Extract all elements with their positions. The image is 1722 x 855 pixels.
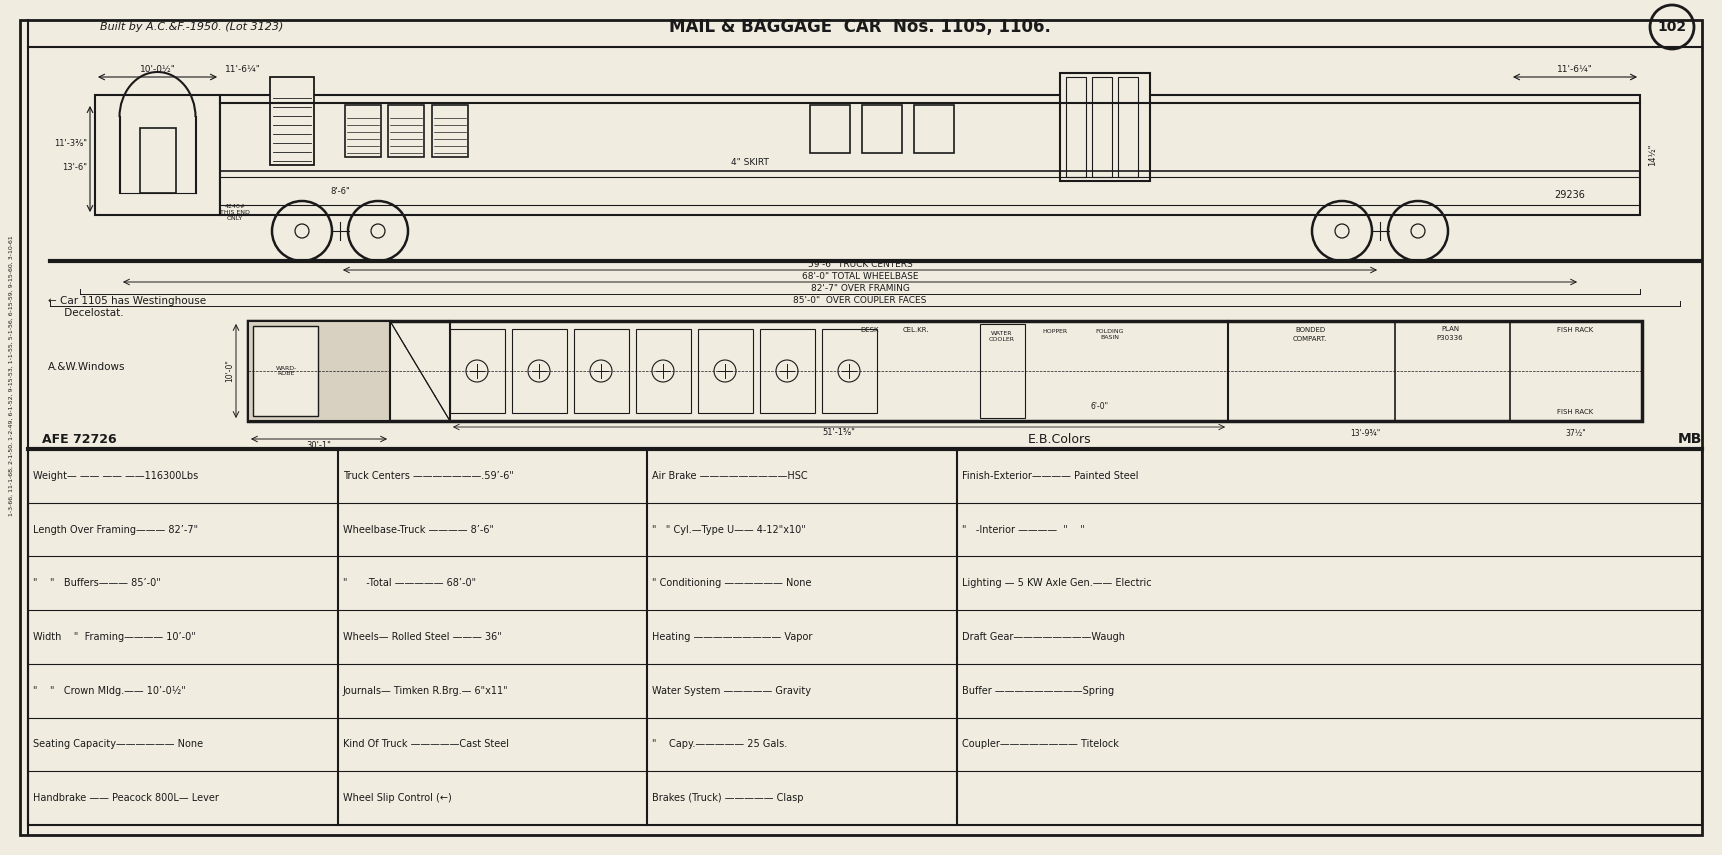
Bar bbox=[28, 449, 1701, 825]
Text: 13'-6": 13'-6" bbox=[62, 162, 88, 172]
Text: 10'-0½": 10'-0½" bbox=[139, 65, 176, 74]
Bar bbox=[573, 329, 629, 413]
Bar bbox=[914, 105, 954, 153]
Bar bbox=[1066, 77, 1087, 177]
Bar bbox=[697, 329, 753, 413]
Text: 1-3-66, 11-1-68, 2-1-50, 1-2-49, 6-1-52, 9-15-53, 1-1-55, 5-1-56, 6-15-59, 9-15-: 1-3-66, 11-1-68, 2-1-50, 1-2-49, 6-1-52,… bbox=[9, 235, 14, 516]
Text: "    Capy.————— 25 Gals.: " Capy.————— 25 Gals. bbox=[653, 740, 787, 750]
Bar bbox=[449, 329, 505, 413]
Bar bbox=[220, 95, 1639, 215]
Text: 68'-0" TOTAL WHEELBASE: 68'-0" TOTAL WHEELBASE bbox=[802, 272, 918, 281]
Bar bbox=[253, 326, 319, 416]
Bar bbox=[1118, 77, 1138, 177]
Bar bbox=[95, 95, 220, 215]
Text: E.B.Colors: E.B.Colors bbox=[1028, 433, 1092, 445]
Text: Air Brake —————————HSC: Air Brake —————————HSC bbox=[653, 471, 808, 481]
Text: "    "   Crown Mldg.—— 10’-0½": " " Crown Mldg.—— 10’-0½" bbox=[33, 686, 186, 696]
Bar bbox=[863, 105, 902, 153]
Text: WARD-
ROBE: WARD- ROBE bbox=[276, 366, 296, 376]
Bar bbox=[759, 329, 815, 413]
Bar bbox=[387, 105, 424, 157]
Text: FISH RACK: FISH RACK bbox=[1557, 409, 1593, 415]
Text: 30'-1": 30'-1" bbox=[307, 441, 331, 450]
Text: ← Car 1105 has Westinghouse: ← Car 1105 has Westinghouse bbox=[48, 296, 207, 306]
Text: Length Over Framing——— 82’-7": Length Over Framing——— 82’-7" bbox=[33, 525, 198, 534]
Text: 85'-0"  OVER COUPLER FACES: 85'-0" OVER COUPLER FACES bbox=[794, 296, 926, 305]
Text: 4" SKIRT: 4" SKIRT bbox=[732, 158, 770, 167]
Text: 8'-6": 8'-6" bbox=[331, 187, 350, 196]
Text: Built by A.C.&F.-1950. (Lot 3123): Built by A.C.&F.-1950. (Lot 3123) bbox=[100, 22, 284, 32]
Bar bbox=[248, 321, 389, 421]
Text: Brakes (Truck) ————— Clasp: Brakes (Truck) ————— Clasp bbox=[653, 793, 804, 803]
Text: 13'-9¾": 13'-9¾" bbox=[1350, 429, 1379, 438]
Text: Journals— Timken R.Brg.— 6"x11": Journals— Timken R.Brg.— 6"x11" bbox=[343, 686, 508, 696]
Text: "      -Total ————— 68’-0": " -Total ————— 68’-0" bbox=[343, 578, 475, 588]
Text: 51'-1⅝": 51'-1⅝" bbox=[823, 428, 856, 437]
Text: BONDED: BONDED bbox=[1295, 327, 1324, 333]
Text: 11'-6¼": 11'-6¼" bbox=[226, 65, 260, 74]
Text: Finish-Exterior———— Painted Steel: Finish-Exterior———— Painted Steel bbox=[963, 471, 1138, 481]
Text: WATER
COOLER: WATER COOLER bbox=[988, 331, 1014, 342]
Bar bbox=[139, 128, 176, 193]
Text: Width    "  Framing———— 10’-0": Width " Framing———— 10’-0" bbox=[33, 632, 196, 642]
Text: DESK: DESK bbox=[861, 327, 880, 333]
Text: Weight— —— —— ——116300Lbs: Weight— —— —— ——116300Lbs bbox=[33, 471, 198, 481]
Text: Wheelbase-Truck ———— 8’-6": Wheelbase-Truck ———— 8’-6" bbox=[343, 525, 494, 534]
Bar bbox=[1092, 77, 1112, 177]
Text: 10'-0": 10'-0" bbox=[226, 360, 234, 382]
Text: 11'-6¼": 11'-6¼" bbox=[1557, 65, 1593, 74]
Text: " Conditioning —————— None: " Conditioning —————— None bbox=[653, 578, 811, 588]
Text: 6'-0": 6'-0" bbox=[1092, 402, 1109, 410]
Text: 82'-7" OVER FRAMING: 82'-7" OVER FRAMING bbox=[811, 284, 909, 293]
Bar bbox=[511, 329, 567, 413]
Text: 59'-6" TRUCK CENTERS: 59'-6" TRUCK CENTERS bbox=[808, 260, 913, 269]
Text: CEL.KR.: CEL.KR. bbox=[902, 327, 930, 333]
Text: Buffer —————————Spring: Buffer —————————Spring bbox=[963, 686, 1114, 696]
Text: HOPPER: HOPPER bbox=[1042, 329, 1068, 334]
Text: AFE 72726: AFE 72726 bbox=[41, 433, 117, 445]
Text: MB: MB bbox=[1677, 432, 1701, 446]
Text: Truck Centers ———————.59’-6": Truck Centers ———————.59’-6" bbox=[343, 471, 513, 481]
Text: Coupler———————— Titelock: Coupler———————— Titelock bbox=[963, 740, 1119, 750]
Text: COMPART.: COMPART. bbox=[1293, 336, 1328, 342]
Bar bbox=[821, 329, 876, 413]
Bar bbox=[432, 105, 468, 157]
Text: P30336: P30336 bbox=[1436, 335, 1464, 341]
Text: Wheel Slip Control (←): Wheel Slip Control (←) bbox=[343, 793, 451, 803]
Text: Water System ————— Gravity: Water System ————— Gravity bbox=[653, 686, 811, 696]
Text: Kind Of Truck —————Cast Steel: Kind Of Truck —————Cast Steel bbox=[343, 740, 508, 750]
Text: 4240#
THIS END
ONLY: 4240# THIS END ONLY bbox=[220, 204, 250, 221]
Text: FISH RACK: FISH RACK bbox=[1557, 327, 1593, 333]
Text: 11'-3⅜": 11'-3⅜" bbox=[53, 139, 88, 148]
Text: 37½": 37½" bbox=[1565, 429, 1586, 438]
Text: Handbrake —— Peacock 800L— Lever: Handbrake —— Peacock 800L— Lever bbox=[33, 793, 219, 803]
Bar bbox=[1061, 73, 1150, 181]
Text: MAIL & BAGGAGE  CAR  Nos. 1105, 1106.: MAIL & BAGGAGE CAR Nos. 1105, 1106. bbox=[670, 18, 1050, 36]
Bar bbox=[344, 105, 381, 157]
Bar bbox=[270, 77, 313, 165]
Text: "    "   Buffers——— 85’-0": " " Buffers——— 85’-0" bbox=[33, 578, 160, 588]
Bar bbox=[248, 321, 1643, 421]
Text: Wheels— Rolled Steel ——— 36": Wheels— Rolled Steel ——— 36" bbox=[343, 632, 501, 642]
Text: 102: 102 bbox=[1658, 20, 1686, 34]
Text: Lighting — 5 KW Axle Gen.—— Electric: Lighting — 5 KW Axle Gen.—— Electric bbox=[963, 578, 1152, 588]
Text: Decelostat.: Decelostat. bbox=[48, 308, 124, 318]
Bar bbox=[980, 324, 1025, 418]
Text: "   -Interior ————  "    ": " -Interior ———— " " bbox=[963, 525, 1085, 534]
Bar bbox=[635, 329, 691, 413]
Text: FOLDING
BASIN: FOLDING BASIN bbox=[1095, 329, 1124, 339]
Text: Seating Capacity—————— None: Seating Capacity—————— None bbox=[33, 740, 203, 750]
Bar bbox=[809, 105, 851, 153]
Text: A.&W.Windows: A.&W.Windows bbox=[48, 362, 126, 372]
Text: 14½": 14½" bbox=[1648, 144, 1657, 166]
Text: PLAN: PLAN bbox=[1441, 326, 1459, 332]
Text: "   " Cyl.—Type U—— 4-12"x10": " " Cyl.—Type U—— 4-12"x10" bbox=[653, 525, 806, 534]
Text: 29236: 29236 bbox=[1555, 190, 1586, 200]
Text: Draft Gear————————Waugh: Draft Gear————————Waugh bbox=[963, 632, 1124, 642]
Text: Heating ————————— Vapor: Heating ————————— Vapor bbox=[653, 632, 813, 642]
